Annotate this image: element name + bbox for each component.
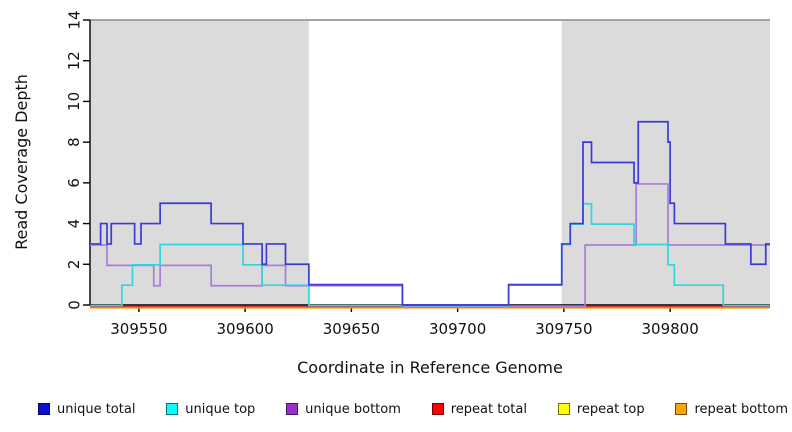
y-tick-label: 12 bbox=[65, 51, 83, 70]
x-tick-label: 309550 bbox=[110, 320, 167, 338]
legend-swatch-icon bbox=[557, 403, 570, 415]
legend-label: unique top bbox=[185, 401, 256, 417]
series-line-unique-bottom bbox=[90, 183, 770, 307]
legend-swatch-icon bbox=[286, 403, 299, 415]
legend-swatch-icon bbox=[675, 403, 688, 415]
legend-item-unique-top: unique top bbox=[166, 402, 255, 417]
legend-swatch-icon bbox=[166, 403, 179, 415]
legend-item-unique-bottom: unique bottom bbox=[286, 402, 401, 417]
series-line-unique-total bbox=[90, 120, 770, 306]
x-tick-label: 309650 bbox=[323, 320, 380, 338]
y-tick-label: 0 bbox=[65, 300, 83, 310]
legend-label: repeat top bbox=[576, 401, 645, 417]
y-axis-title: Read Coverage Depth bbox=[12, 74, 31, 250]
y-tick-label: 6 bbox=[65, 178, 83, 188]
y-tick-label: 10 bbox=[65, 92, 83, 111]
legend-swatch-icon bbox=[431, 403, 444, 415]
legend-item-repeat-bottom: repeat bottom bbox=[675, 402, 788, 417]
legend-label: unique bottom bbox=[305, 401, 401, 417]
x-tick-label: 309600 bbox=[216, 320, 273, 338]
repeat-region-shade bbox=[90, 20, 309, 305]
legend-label: repeat bottom bbox=[694, 401, 788, 417]
legend-item-repeat-total: repeat total bbox=[431, 401, 527, 417]
x-tick-label: 309700 bbox=[429, 320, 486, 338]
legend-swatch-icon bbox=[38, 403, 50, 415]
x-tick-label: 309750 bbox=[535, 320, 592, 338]
y-tick-label: 14 bbox=[65, 10, 83, 29]
y-tick-label: 4 bbox=[65, 219, 83, 229]
y-tick-label: 2 bbox=[65, 260, 83, 270]
chart-legend: unique total unique top unique bottom repea… bbox=[38, 397, 788, 421]
legend-label: repeat total bbox=[450, 401, 527, 417]
x-axis-title: Coordinate in Reference Genome bbox=[297, 358, 563, 377]
legend-item-unique-total: unique total bbox=[38, 402, 135, 417]
y-tick-label: 8 bbox=[65, 137, 83, 147]
x-tick-label: 309800 bbox=[641, 320, 698, 338]
legend-item-repeat-top: repeat top bbox=[557, 401, 645, 417]
legend-label: unique total bbox=[57, 401, 136, 417]
